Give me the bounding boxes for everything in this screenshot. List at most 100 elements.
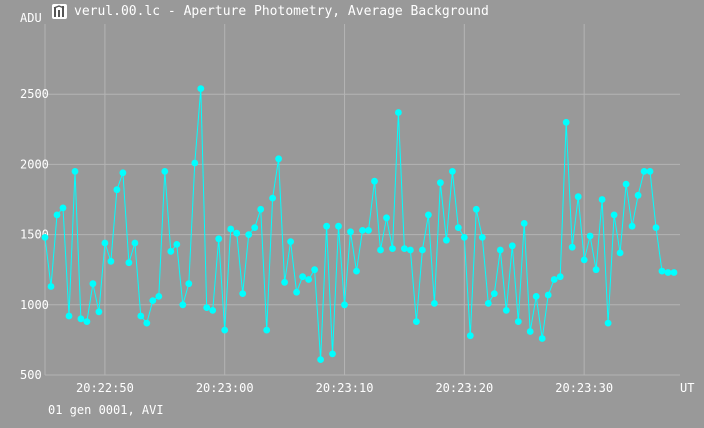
data-point <box>437 179 444 187</box>
data-point <box>532 293 540 300</box>
data-point <box>496 246 504 254</box>
data-point <box>59 204 67 212</box>
data-point <box>257 205 265 213</box>
data-point <box>137 312 145 320</box>
data-point <box>383 214 390 222</box>
data-point <box>185 280 193 288</box>
y-tick-label: 2000 <box>20 157 49 171</box>
data-point <box>646 168 654 175</box>
data-point <box>281 278 288 286</box>
data-point <box>65 312 73 320</box>
x-axis-label: UT <box>680 381 694 395</box>
x-tick-label: 20:22:50 <box>76 381 134 395</box>
data-point <box>95 308 103 316</box>
data-point <box>359 227 366 234</box>
series-line <box>44 88 674 360</box>
data-point <box>395 109 402 116</box>
data-point <box>41 234 49 241</box>
data-point <box>101 239 109 247</box>
data-point <box>53 211 61 219</box>
data-point <box>365 227 372 234</box>
data-point <box>389 245 396 253</box>
chart-grid <box>44 24 680 376</box>
data-point <box>161 168 169 175</box>
photometry-app-icon[interactable] <box>52 4 67 19</box>
y-axis-label: ADU <box>20 11 42 25</box>
y-tick-label: 2500 <box>20 87 49 101</box>
data-point <box>311 266 318 274</box>
data-point <box>275 155 282 163</box>
data-point <box>167 248 175 255</box>
data-point <box>622 180 630 188</box>
data-point <box>113 186 121 194</box>
data-point <box>353 267 360 275</box>
data-point <box>664 269 672 276</box>
data-point <box>449 168 456 175</box>
data-point <box>245 231 253 239</box>
data-point <box>227 225 235 233</box>
data-point <box>119 169 127 177</box>
data-point <box>425 211 432 219</box>
data-point <box>197 85 205 92</box>
chart-series <box>41 85 678 363</box>
y-tick-label: 500 <box>20 368 42 382</box>
data-point <box>203 304 211 311</box>
data-point <box>640 168 648 175</box>
data-point <box>263 326 271 334</box>
data-point <box>329 350 336 358</box>
data-point <box>508 242 516 250</box>
x-tick-label: 20:23:10 <box>316 381 374 395</box>
data-point <box>89 280 97 288</box>
data-point <box>419 246 426 254</box>
data-point <box>413 318 420 325</box>
data-point <box>574 193 582 201</box>
data-point <box>616 249 624 257</box>
data-point <box>335 222 342 230</box>
x-tick-label: 20:23:20 <box>435 381 493 395</box>
data-point <box>460 234 468 241</box>
data-point <box>215 235 223 243</box>
data-point <box>604 319 612 327</box>
data-point <box>544 291 552 299</box>
data-point <box>155 293 163 300</box>
data-point <box>634 191 642 199</box>
data-point <box>71 168 79 175</box>
data-point <box>377 246 384 254</box>
data-point <box>341 301 348 309</box>
data-point <box>556 273 564 281</box>
data-point <box>652 224 660 232</box>
window-titlebar: verul.00.lc - Aperture Photometry, Avera… <box>0 0 704 24</box>
data-point <box>472 205 480 213</box>
data-point <box>251 224 259 232</box>
data-point <box>317 356 324 363</box>
data-point <box>293 288 300 296</box>
data-point <box>490 290 498 297</box>
data-point <box>269 194 276 202</box>
data-point <box>299 273 306 281</box>
x-tick-label: 20:23:00 <box>196 381 254 395</box>
data-point <box>562 118 570 126</box>
data-point <box>131 239 139 247</box>
data-point <box>77 315 85 323</box>
data-point <box>209 307 217 314</box>
data-point <box>287 238 294 246</box>
data-point <box>407 246 414 254</box>
data-point <box>239 290 247 297</box>
y-tick-label: 1000 <box>20 298 49 312</box>
data-point <box>173 241 181 248</box>
data-point <box>191 159 199 167</box>
data-point <box>305 276 312 283</box>
data-point <box>598 196 606 203</box>
x-tick-label: 20:23:30 <box>555 381 613 395</box>
data-point <box>610 211 618 219</box>
data-point <box>233 229 241 237</box>
data-point <box>107 257 115 265</box>
data-point <box>443 236 450 244</box>
data-point <box>221 326 229 334</box>
data-point <box>179 301 187 309</box>
status-footer: 01 gen 0001, AVI <box>48 403 164 417</box>
data-point <box>514 318 522 325</box>
data-point <box>526 328 534 335</box>
